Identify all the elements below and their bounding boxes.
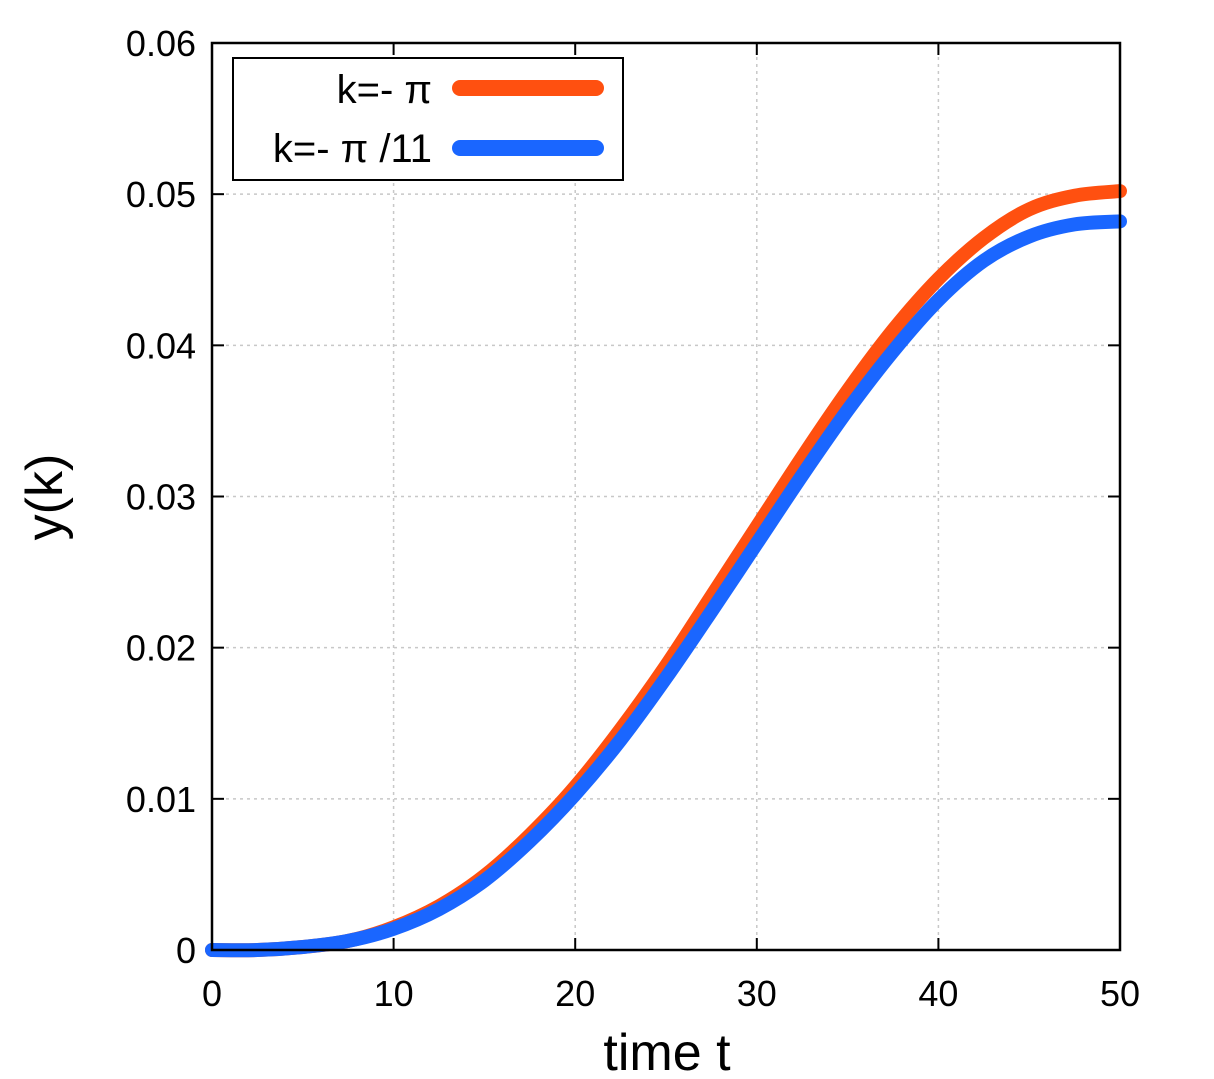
y-tick-labels: 0 0.01 0.02 0.03 0.04 0.05 0.06 xyxy=(126,23,196,971)
legend: k=- π k=- π /11 xyxy=(232,57,624,181)
plot-area-frame xyxy=(210,41,1122,952)
y-tick-label: 0.05 xyxy=(126,174,196,215)
grid-lines xyxy=(212,43,1120,950)
x-tick-label: 50 xyxy=(1100,973,1140,1014)
x-tick-label: 0 xyxy=(202,973,222,1014)
y-tick-label: 0.06 xyxy=(126,23,196,64)
series-lines xyxy=(205,184,1127,958)
y-tick-label: 0.04 xyxy=(126,325,196,366)
x-tick-labels: 0 10 20 30 40 50 xyxy=(202,973,1140,1014)
y-tick-label: 0.03 xyxy=(126,477,196,518)
legend-label-series-2: k=- π /11 xyxy=(273,127,432,171)
x-axis-label: time t xyxy=(603,1024,731,1079)
series-line-1 xyxy=(205,184,1127,958)
legend-label-series-1: k=- π xyxy=(337,68,432,112)
y-axis-label: y(k) xyxy=(16,454,74,541)
series-line-2 xyxy=(205,214,1127,958)
x-tick-label: 10 xyxy=(374,973,414,1014)
x-tick-label: 40 xyxy=(918,973,958,1014)
y-tick-label: 0 xyxy=(176,930,196,971)
y-tick-label: 0.01 xyxy=(126,779,196,820)
legend-box xyxy=(232,57,624,181)
x-tick-label: 30 xyxy=(737,973,777,1014)
x-tick-label: 20 xyxy=(555,973,595,1014)
y-tick-label: 0.02 xyxy=(126,628,196,669)
